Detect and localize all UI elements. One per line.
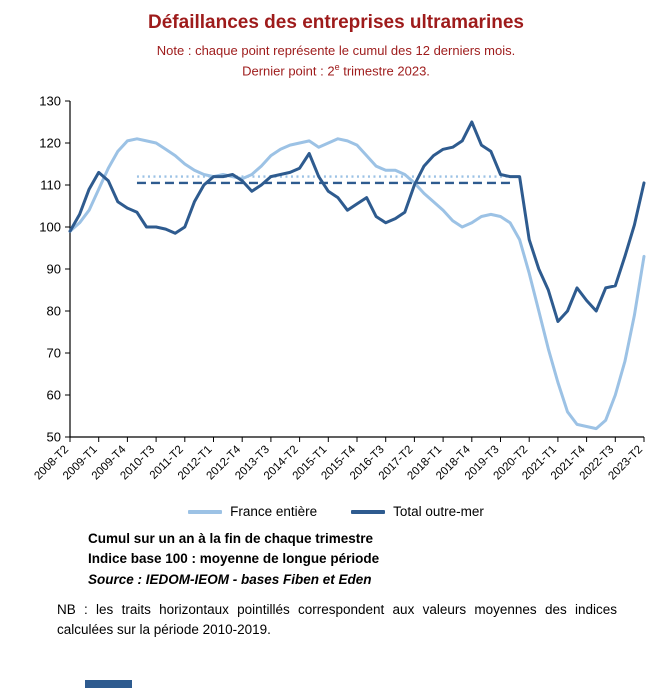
line-chart: 50 60 70 80 90 100 110 120 130 2008-T2 2009-T1 2009… <box>4 85 672 502</box>
note-line-1: Note : chaque point représente le cumul … <box>156 43 516 58</box>
legend-swatch-total-outre-mer <box>351 509 386 514</box>
source-line: Source : IEDOM-IEOM - bases Fiben et Ede… <box>88 571 372 587</box>
nb-note: NB : les traits horizontaux pointillés c… <box>57 601 617 638</box>
legend-swatch-france-entiere <box>188 509 223 514</box>
legend-label-france-entiere: France entière <box>230 504 318 520</box>
svg-text:50: 50 <box>47 430 61 445</box>
svg-text:130: 130 <box>39 94 61 109</box>
legend-label-total-outre-mer: Total outre-mer <box>393 504 484 520</box>
footnote-indice: Indice base 100 : moyenne de longue péri… <box>88 551 380 567</box>
line-chart-svg: 50607080901001101201302008-T22009-T12009… <box>32 94 646 482</box>
svg-text:80: 80 <box>47 304 61 319</box>
svg-text:70: 70 <box>47 346 61 361</box>
legend-item-france-entiere: France entière <box>188 504 317 519</box>
chart-footnotes: Cumul sur un an à la fin de chaque trime… <box>88 529 672 590</box>
footnote-cumul: Cumul sur un an à la fin de chaque trime… <box>88 531 374 547</box>
svg-text:110: 110 <box>40 178 61 193</box>
svg-text:100: 100 <box>39 220 61 235</box>
note-line-2: Dernier point : 2e trimestre 2023. <box>242 61 430 79</box>
chart-legend: France entière Total outre-mer <box>0 504 672 519</box>
svg-text:90: 90 <box>47 262 61 277</box>
svg-text:60: 60 <box>47 388 61 403</box>
legend-item-total-outre-mer: Total outre-mer <box>351 504 484 519</box>
chart-note: Note : chaque point représente le cumul … <box>0 42 672 81</box>
footer-bar-decoration <box>85 680 132 688</box>
page-title: Défaillances des entreprises ultramarine… <box>148 12 524 33</box>
svg-text:120: 120 <box>39 136 61 151</box>
superscript-e: e <box>334 61 340 72</box>
